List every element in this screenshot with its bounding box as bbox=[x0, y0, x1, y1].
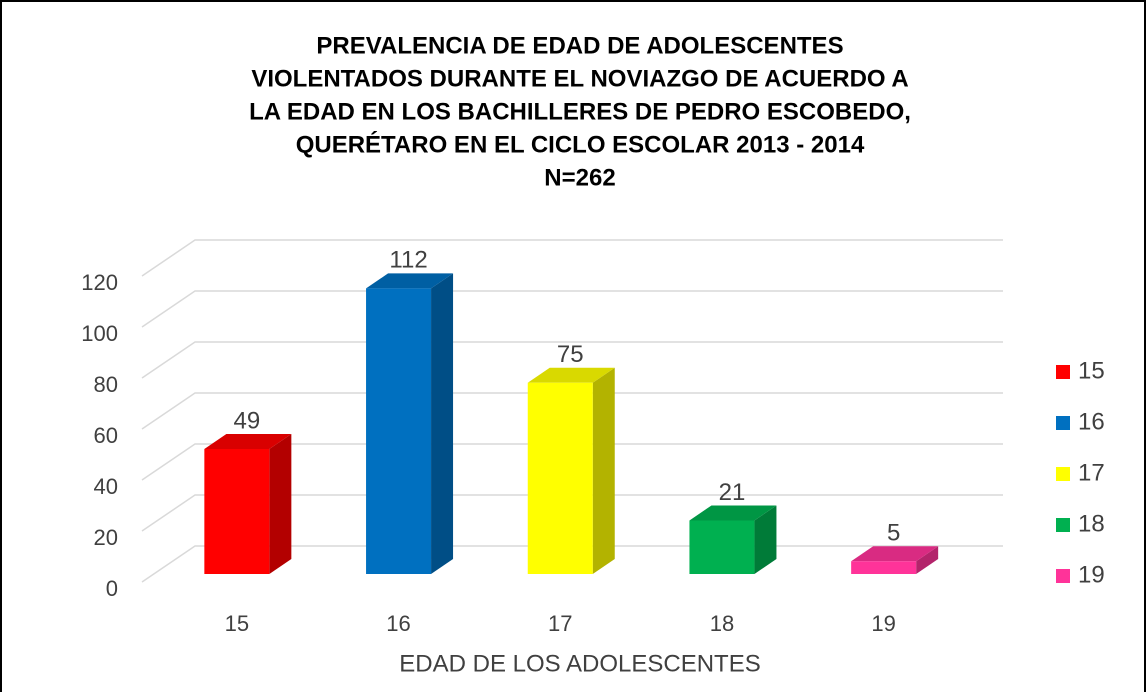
chart-title: N=262 bbox=[544, 164, 615, 191]
data-label: 112 bbox=[389, 247, 427, 274]
y-tick-label: 100 bbox=[81, 321, 118, 346]
bar bbox=[851, 546, 939, 574]
x-tick-label: 19 bbox=[871, 611, 895, 636]
legend-label: 16 bbox=[1078, 408, 1105, 435]
bar-side bbox=[269, 434, 292, 574]
grid-line bbox=[141, 494, 1003, 532]
legend-label: 18 bbox=[1078, 510, 1105, 537]
bar-top bbox=[527, 367, 615, 383]
x-tick-label: 16 bbox=[386, 611, 410, 636]
bar-top bbox=[851, 546, 939, 562]
y-tick-label: 0 bbox=[106, 576, 118, 601]
grid-line bbox=[141, 443, 1003, 481]
chart-title: LA EDAD EN LOS BACHILLERES DE PEDRO ESCO… bbox=[249, 98, 911, 125]
chart-title: QUERÉTARO EN EL CICLO ESCOLAR 2013 - 201… bbox=[296, 130, 865, 158]
bar-front bbox=[851, 561, 917, 574]
legend-label: 19 bbox=[1078, 561, 1105, 588]
chart-title: PREVALENCIA DE EDAD DE ADOLESCENTES bbox=[316, 32, 843, 59]
grid-line bbox=[141, 341, 1003, 379]
data-label: 5 bbox=[887, 520, 900, 547]
x-tick-label: 18 bbox=[710, 611, 734, 636]
bar-front bbox=[366, 288, 432, 574]
x-axis-label: EDAD DE LOS ADOLESCENTES bbox=[399, 650, 760, 677]
bar-front bbox=[204, 449, 270, 574]
y-tick-label: 60 bbox=[94, 423, 118, 448]
bar-side bbox=[916, 546, 939, 574]
data-label: 21 bbox=[719, 479, 746, 506]
bar bbox=[689, 505, 777, 574]
bar-side bbox=[592, 367, 615, 574]
legend-swatch bbox=[1056, 467, 1070, 481]
bar-front bbox=[689, 520, 755, 574]
data-label: 49 bbox=[233, 407, 260, 434]
legend-swatch bbox=[1056, 365, 1070, 379]
bar-front bbox=[527, 382, 593, 574]
x-tick-label: 17 bbox=[548, 611, 572, 636]
bar-top bbox=[366, 273, 454, 289]
legend-swatch bbox=[1056, 416, 1070, 430]
legend-swatch bbox=[1056, 518, 1070, 532]
bar bbox=[204, 434, 292, 574]
grid-line bbox=[141, 239, 1003, 277]
legend-label: 17 bbox=[1078, 459, 1105, 486]
bar-top bbox=[689, 505, 777, 521]
legend-swatch bbox=[1056, 569, 1070, 583]
bar bbox=[366, 273, 454, 574]
y-tick-label: 80 bbox=[94, 372, 118, 397]
y-tick-label: 40 bbox=[94, 474, 118, 499]
chart-title: VIOLENTADOS DURANTE EL NOVIAZGO DE ACUER… bbox=[251, 65, 908, 92]
y-tick-label: 120 bbox=[81, 270, 118, 295]
bar-side bbox=[431, 273, 454, 574]
legend-label: 15 bbox=[1078, 357, 1105, 384]
x-tick-label: 15 bbox=[225, 611, 249, 636]
y-tick-label: 20 bbox=[94, 525, 118, 550]
data-label: 75 bbox=[557, 341, 584, 368]
grid-line bbox=[141, 290, 1003, 328]
bar-side bbox=[754, 505, 777, 574]
bar bbox=[527, 367, 615, 574]
grid-line bbox=[141, 392, 1003, 430]
bar-top bbox=[204, 434, 292, 450]
